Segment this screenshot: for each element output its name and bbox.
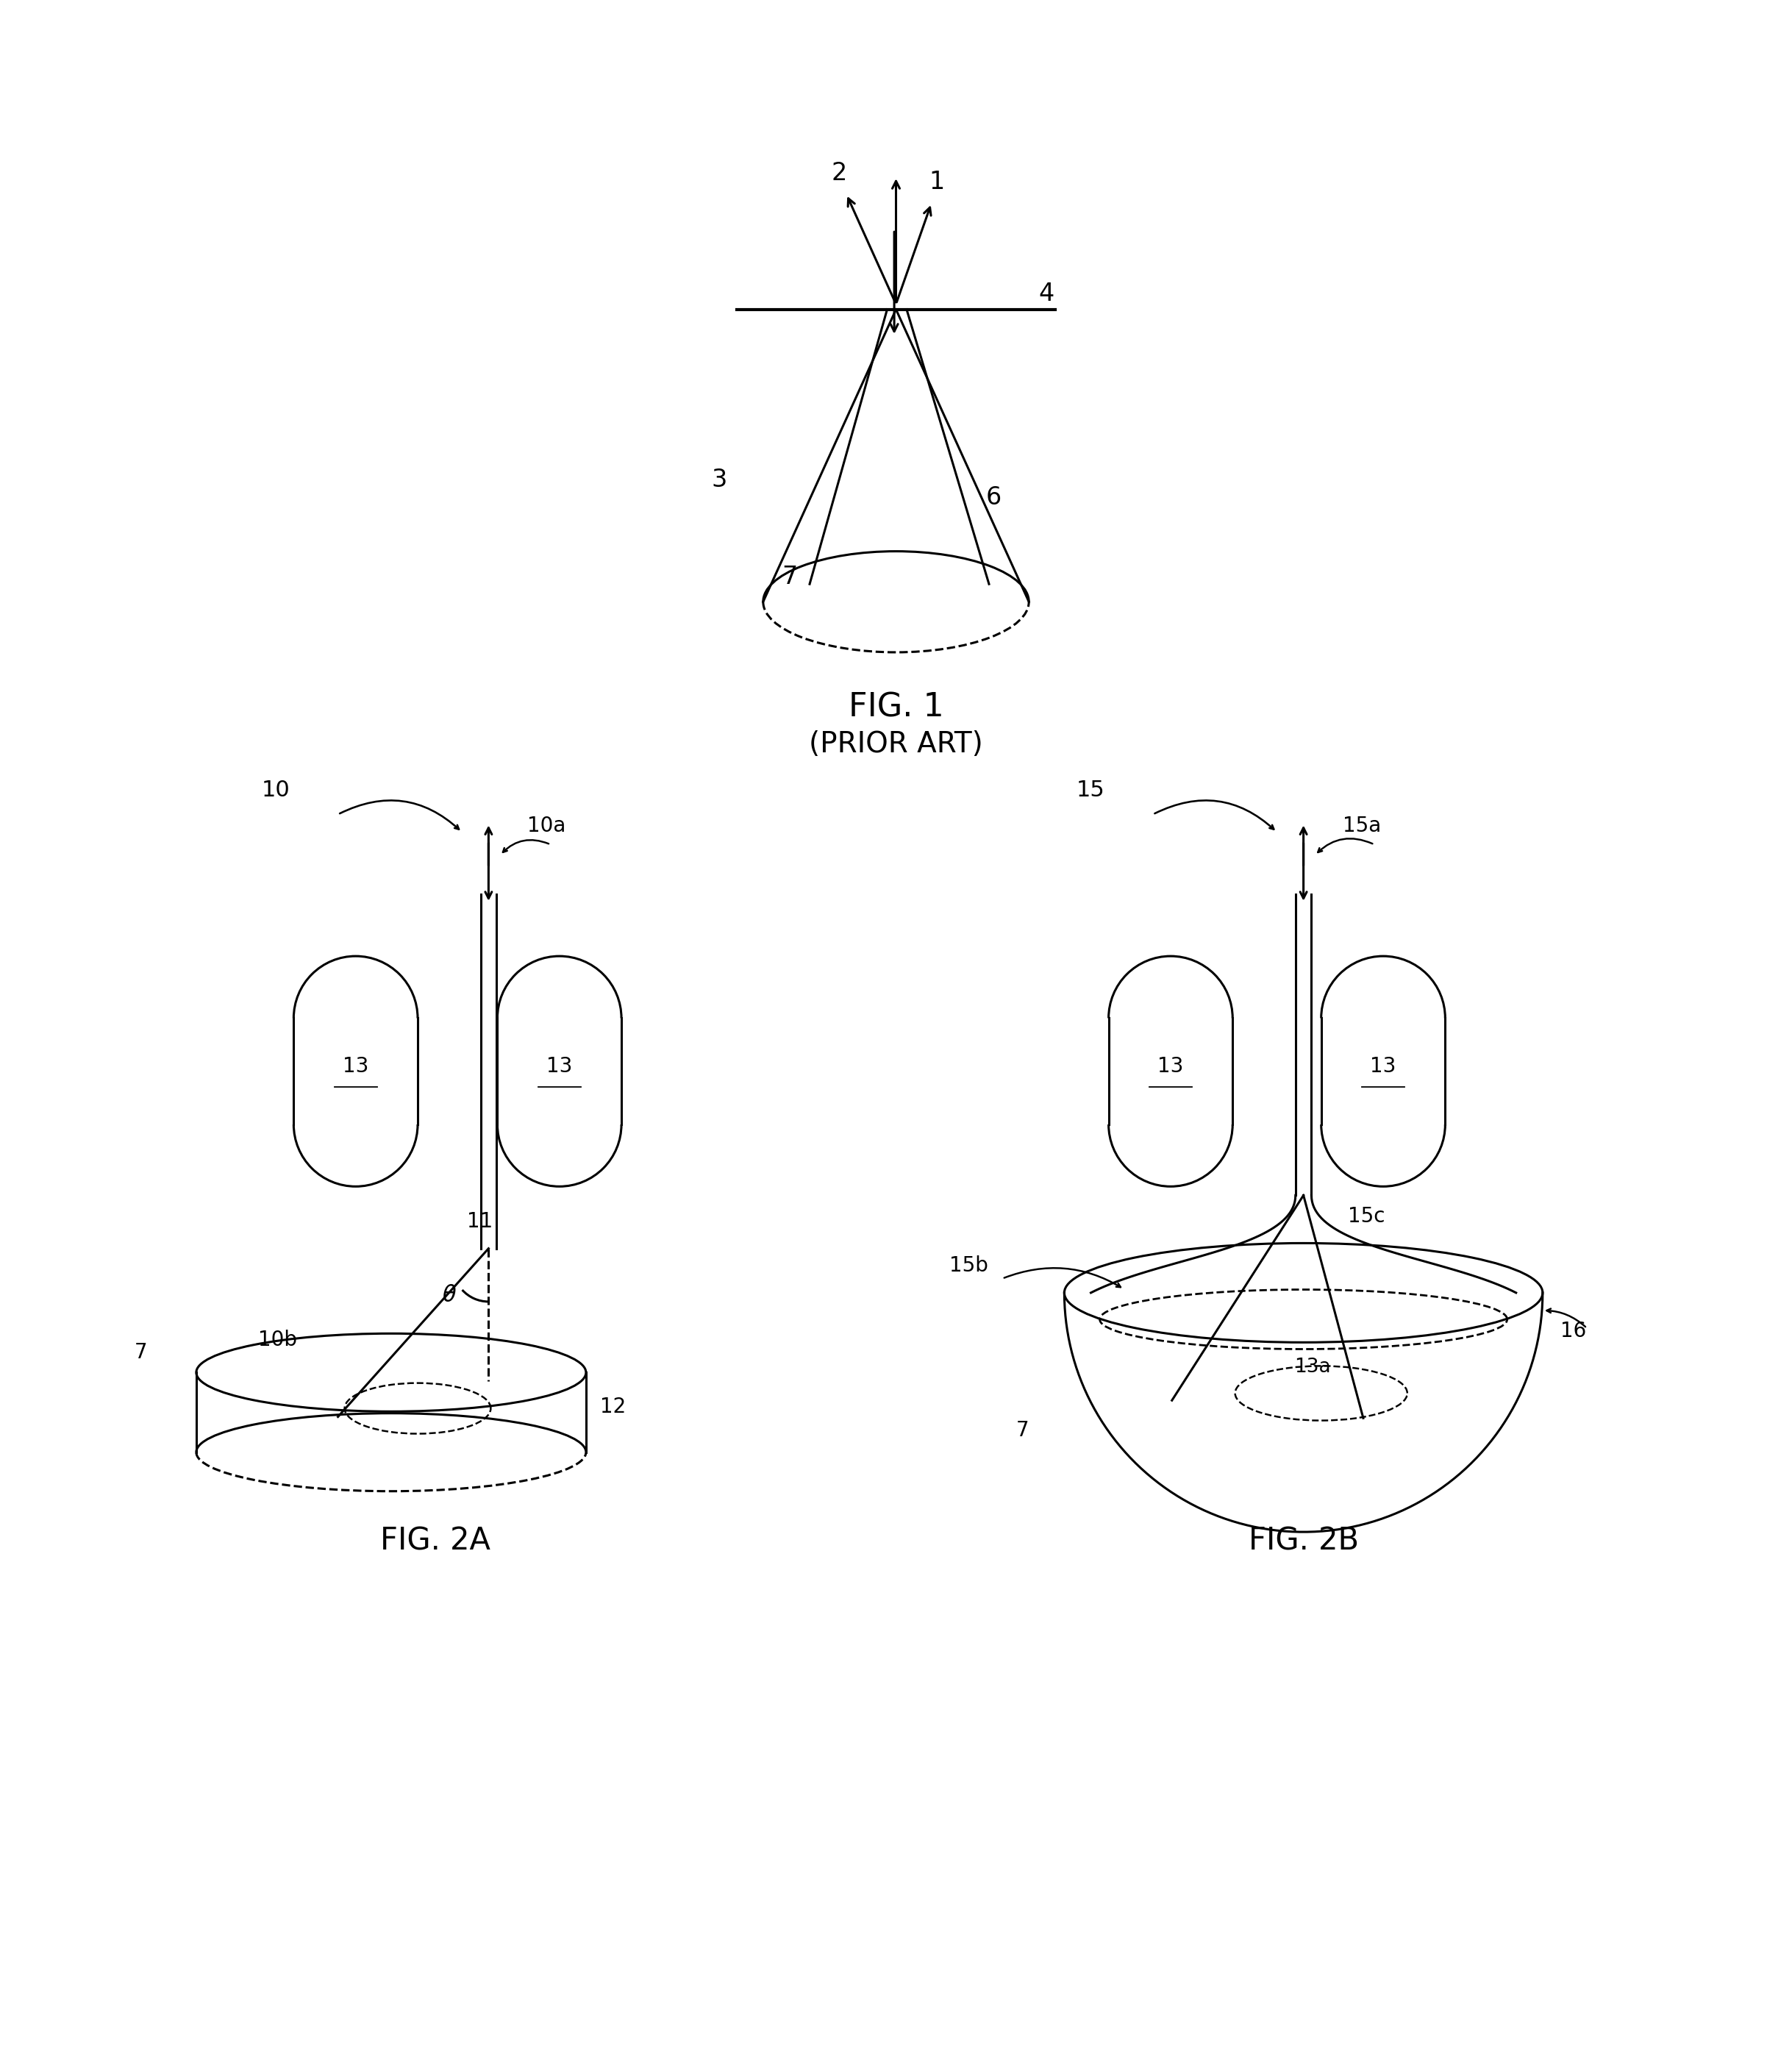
- Text: 12: 12: [600, 1397, 625, 1417]
- Text: 10a: 10a: [527, 815, 566, 836]
- Text: FIG. 2A: FIG. 2A: [380, 1526, 491, 1557]
- Text: 15a: 15a: [1342, 815, 1382, 836]
- Text: 3: 3: [711, 468, 726, 491]
- Text: 16: 16: [1561, 1321, 1586, 1341]
- Text: 10: 10: [262, 781, 290, 801]
- Text: 7: 7: [134, 1341, 147, 1362]
- Text: 10b: 10b: [258, 1329, 297, 1349]
- Text: 7: 7: [1016, 1419, 1029, 1440]
- Text: 13a: 13a: [1294, 1358, 1331, 1376]
- Text: 2: 2: [831, 160, 848, 185]
- Text: FIG. 2B: FIG. 2B: [1249, 1526, 1358, 1557]
- Text: 7: 7: [781, 565, 797, 589]
- Text: 11: 11: [468, 1212, 493, 1232]
- Text: 13: 13: [547, 1056, 572, 1076]
- Text: 15c: 15c: [1348, 1206, 1385, 1226]
- Text: 13: 13: [342, 1056, 369, 1076]
- Text: 15: 15: [1077, 781, 1106, 801]
- Text: 15b: 15b: [950, 1255, 987, 1276]
- Text: FIG. 1: FIG. 1: [848, 692, 944, 723]
- Text: 4: 4: [1039, 281, 1054, 306]
- Text: 13: 13: [1371, 1056, 1396, 1076]
- Text: (PRIOR ART): (PRIOR ART): [808, 731, 984, 758]
- Text: $\theta$: $\theta$: [443, 1284, 457, 1306]
- Text: 1: 1: [928, 170, 944, 193]
- Text: 13: 13: [1158, 1056, 1183, 1076]
- Text: 6: 6: [986, 485, 1002, 509]
